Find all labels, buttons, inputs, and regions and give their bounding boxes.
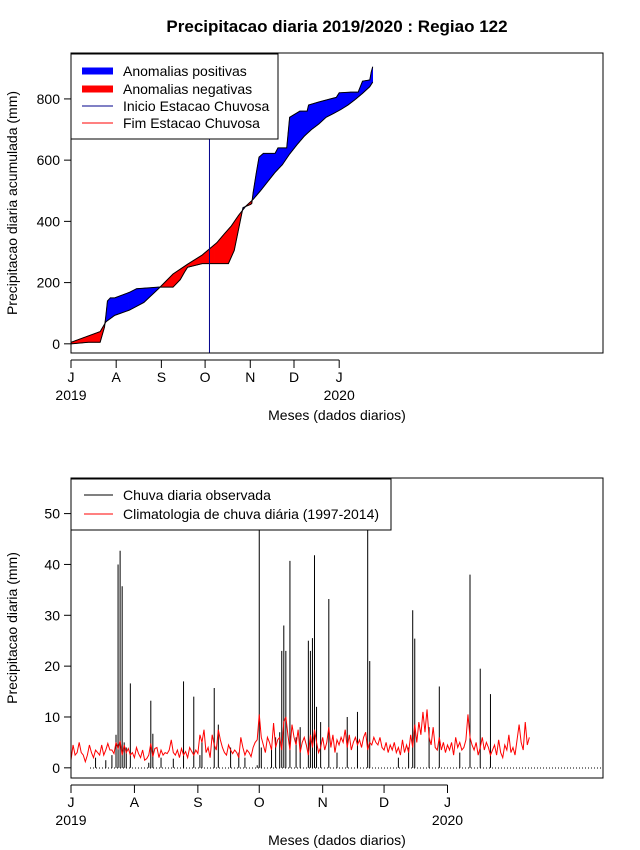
daily-panel: 0 10 20 30 40 50 J 2019 A S O N D J 2020 Precipitacao… [4,477,604,848]
x-tick-label: O [254,794,265,810]
x-tick-year: 2020 [432,812,463,828]
legend-label-positive: Anomalias positivas [123,63,247,79]
plot-frame [70,477,604,779]
y-axis: 0 200 400 600 800 [37,91,71,352]
y-tick-label: 40 [44,556,60,572]
plot-frame [70,52,604,354]
x-tick-label: S [193,794,202,810]
y-tick-label: 30 [44,607,60,623]
x-axis: J 2019 A S O N D J 2020 [55,784,463,828]
y-axis: 0 10 20 30 40 50 [44,506,71,776]
legend-label-season-end: Fim Estacao Chuvosa [123,115,260,131]
x-tick-label: S [157,369,166,385]
y-tick-label: 200 [37,275,61,291]
x-tick-label: A [112,369,122,385]
legend: Anomalias positivas Anomalias negativas … [70,53,279,140]
x-tick-year: 2019 [55,812,86,828]
observed-cumulative-line [70,66,374,345]
y-axis-label: Precipitacao diaria (mm) [4,552,20,704]
y-tick-label: 10 [44,709,60,725]
legend-label-season-start: Inicio Estacao Chuvosa [123,98,270,114]
x-axis: J 2019 A S O N D J 2020 [55,359,355,403]
cumulative-panel: 0 200 400 600 800 J 2019 A S O N D J 2020 Precipitac… [4,52,604,423]
y-tick-label: 50 [44,506,60,522]
x-tick-label: N [245,369,255,385]
x-tick-label: N [318,794,328,810]
legend-label-climatology: Climatologia de chuva diária (1997-2014) [123,506,379,522]
x-tick-label: A [130,794,140,810]
x-tick-label: J [336,369,343,385]
legend-box [70,478,392,531]
x-tick-label: J [68,794,75,810]
x-tick-year: 2019 [55,387,86,403]
y-tick-label: 800 [37,91,61,107]
x-tick-label: J [68,369,75,385]
climatology-daily-line [70,709,530,764]
x-tick-label: D [379,794,389,810]
x-tick-year: 2020 [324,387,355,403]
legend-label-negative: Anomalias negativas [123,81,252,97]
x-tick-label: D [289,369,299,385]
y-tick-label: 20 [44,658,60,674]
legend: Chuva diaria observada Climatologia de c… [70,478,392,531]
chart-title: Precipitacao diaria 2019/2020 : Regiao 1… [166,17,507,36]
y-axis-label: Precipitacao diaria acumulada (mm) [4,91,20,315]
x-tick-label: J [444,794,451,810]
climatology-cumulative-line [70,81,374,343]
y-tick-label: 0 [52,760,60,776]
legend-label-observed: Chuva diaria observada [123,487,271,503]
x-tick-label: O [200,369,211,385]
y-tick-label: 600 [37,152,61,168]
x-axis-label: Meses (dados diarios) [268,832,406,848]
y-tick-label: 0 [52,336,60,352]
y-tick-label: 400 [37,213,61,229]
x-axis-label: Meses (dados diarios) [268,407,406,423]
